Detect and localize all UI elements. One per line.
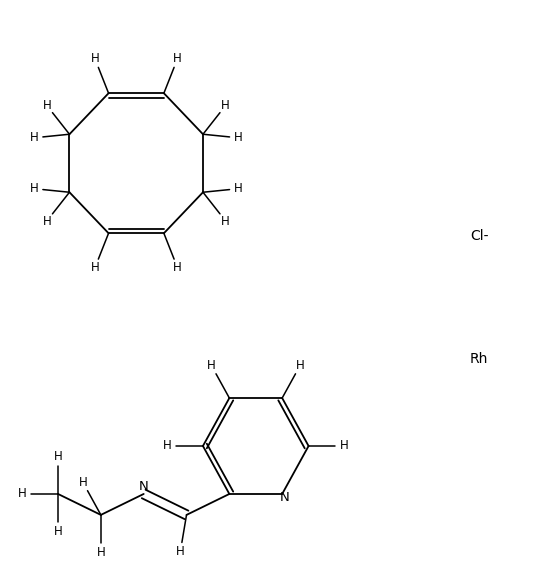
Text: H: H — [42, 99, 51, 112]
Text: H: H — [221, 99, 230, 112]
Text: N: N — [280, 491, 290, 504]
Text: H: H — [163, 440, 172, 452]
Text: H: H — [91, 52, 100, 65]
Text: H: H — [207, 359, 216, 372]
Text: H: H — [340, 440, 349, 452]
Text: H: H — [173, 261, 182, 274]
Text: N: N — [139, 480, 148, 493]
Text: H: H — [234, 131, 243, 145]
Text: H: H — [29, 182, 38, 195]
Text: Cl-: Cl- — [470, 229, 488, 243]
Text: H: H — [91, 261, 100, 274]
Text: H: H — [42, 215, 51, 227]
Text: H: H — [53, 525, 62, 538]
Text: H: H — [29, 131, 38, 145]
Text: H: H — [296, 359, 304, 372]
Text: H: H — [221, 215, 230, 227]
Text: H: H — [173, 52, 182, 65]
Text: H: H — [234, 182, 243, 195]
Text: H: H — [176, 545, 185, 558]
Text: H: H — [18, 487, 27, 500]
Text: H: H — [79, 476, 87, 489]
Text: Rh: Rh — [470, 352, 488, 366]
Text: H: H — [53, 450, 62, 463]
Text: H: H — [97, 546, 105, 559]
